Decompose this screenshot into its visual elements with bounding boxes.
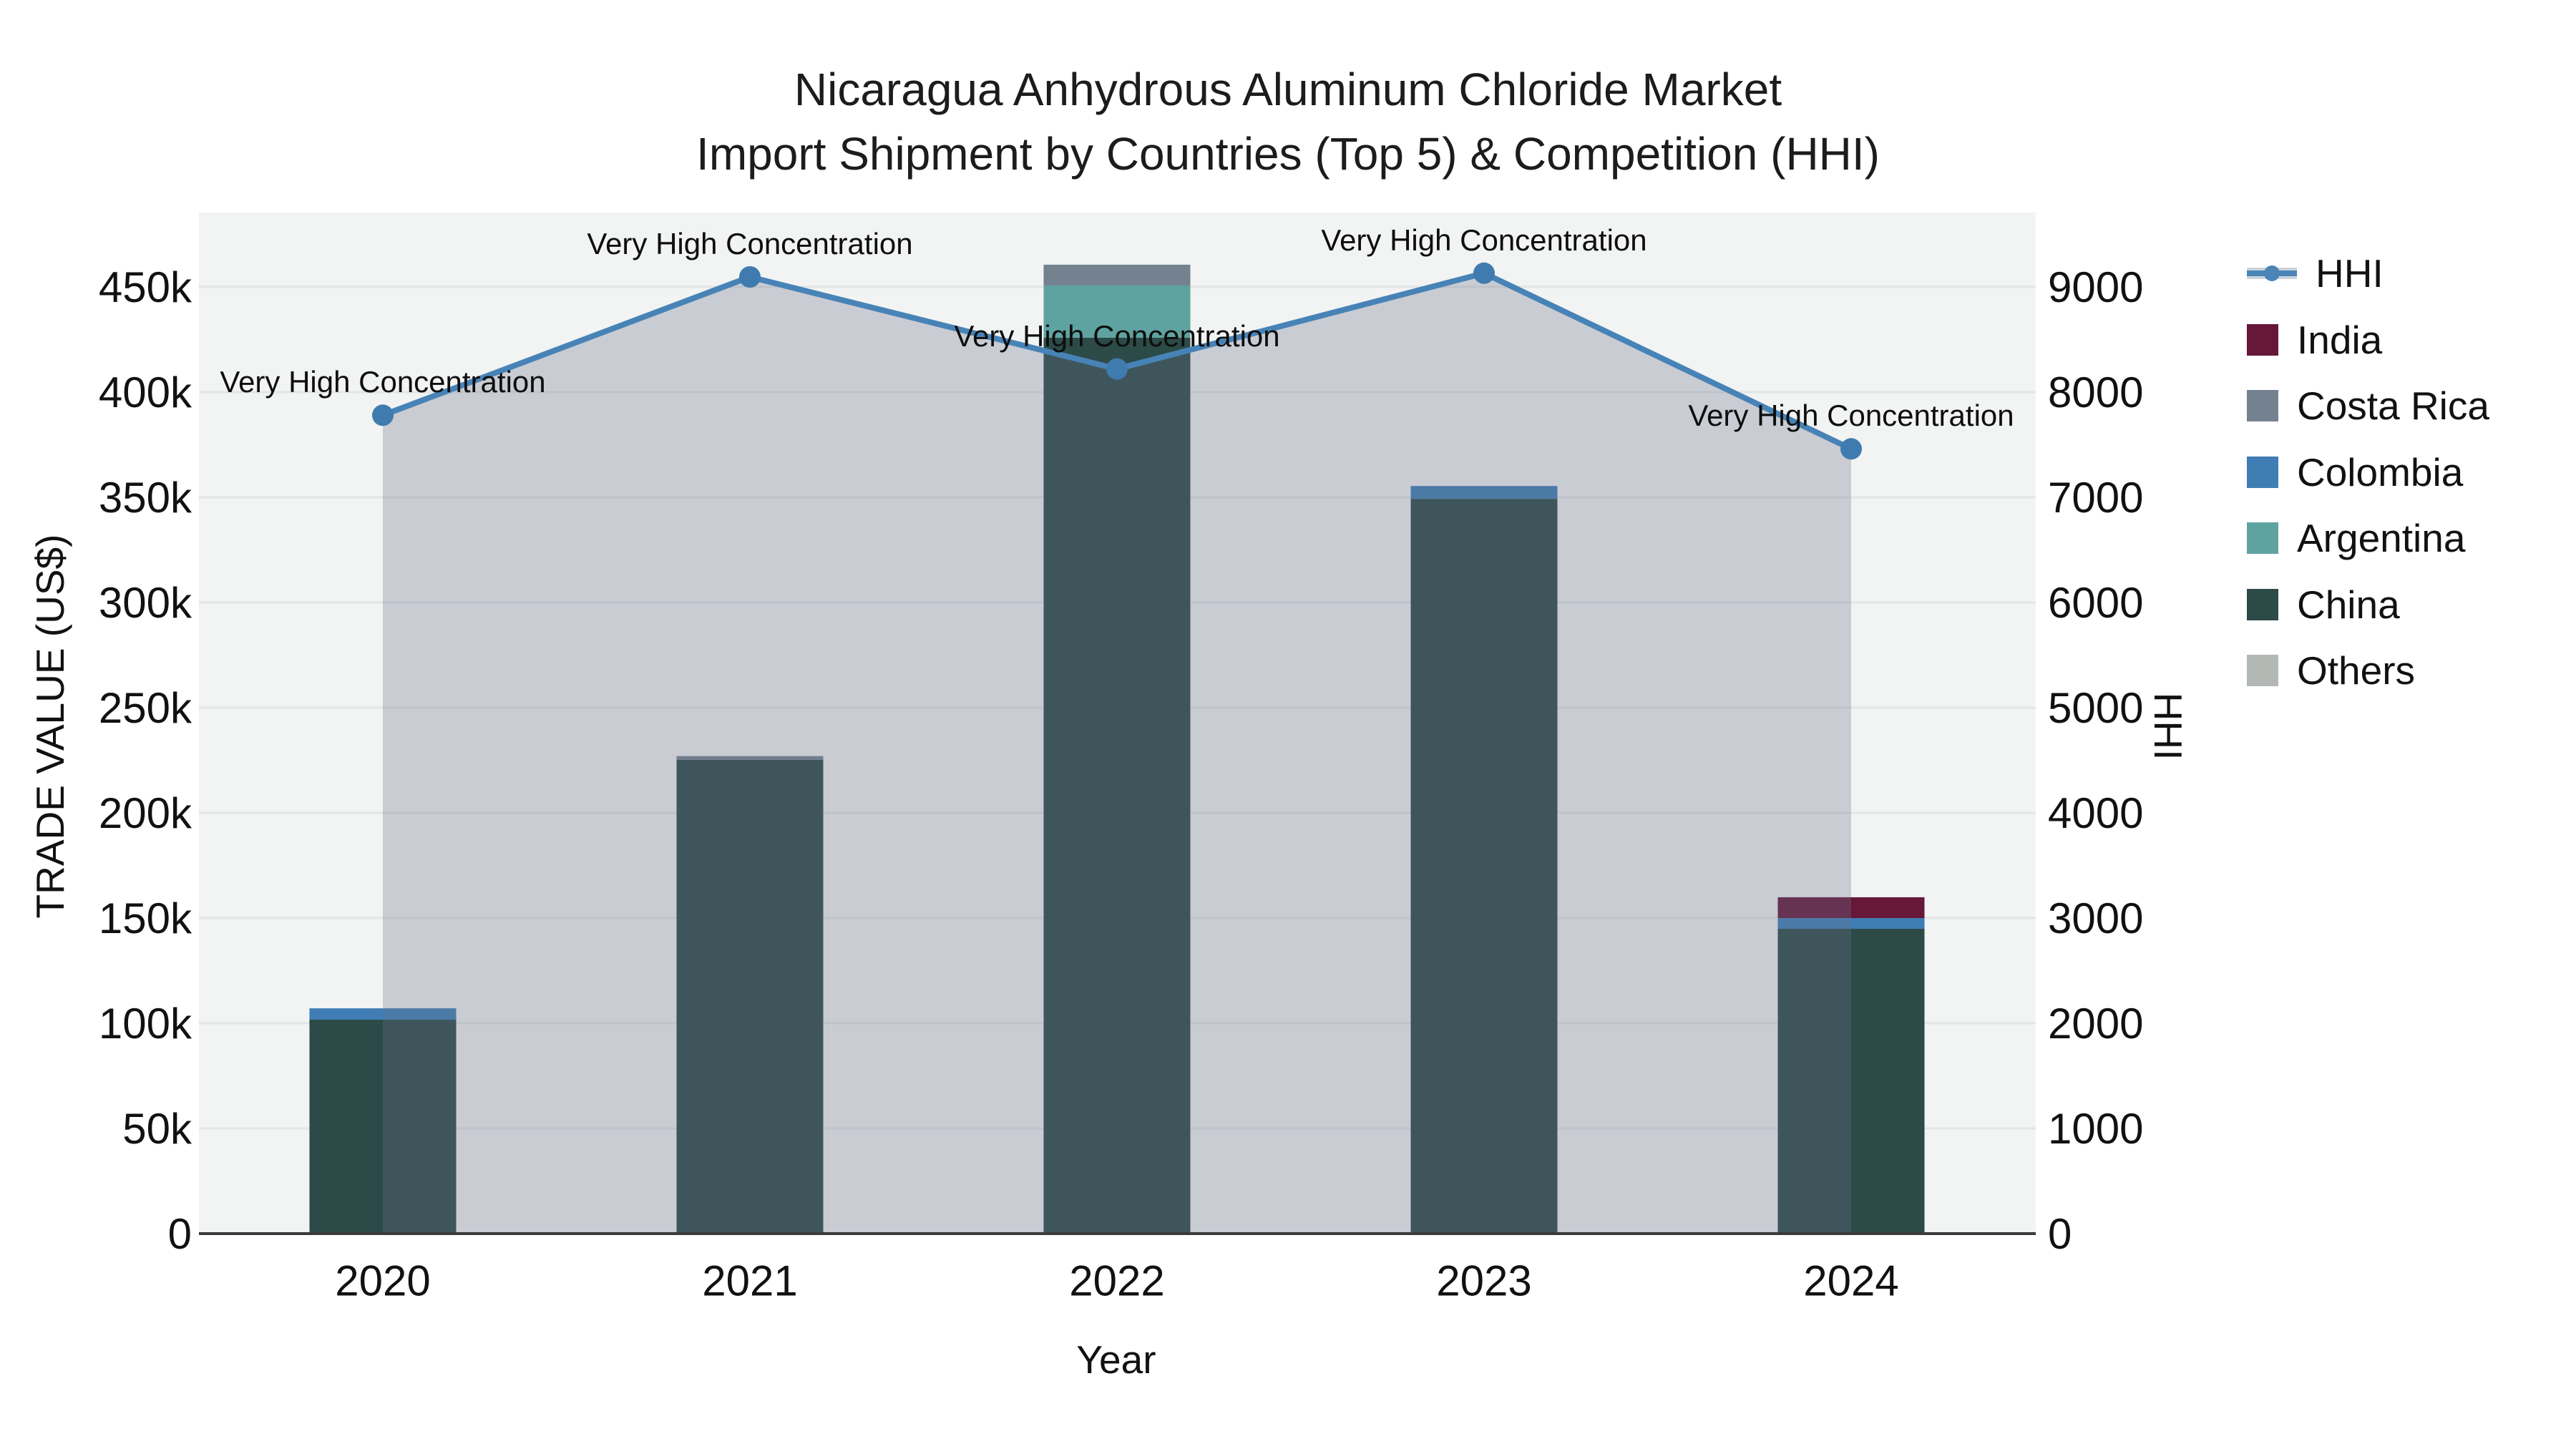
left-tick-0: 0 [167,1210,192,1258]
legend-label: Others [2297,648,2416,693]
annotation-2020: Very High Concentration [220,365,546,399]
left-tick-250k: 250k [98,684,192,733]
left-tick-450k: 450k [98,263,192,312]
hhi-area [383,273,1851,1234]
legend-label: Colombia [2297,450,2464,494]
legend-label: Costa Rica [2297,384,2489,428]
x-tick-2020: 2020 [335,1257,431,1305]
hhi-marker-2021[interactable] [739,266,761,288]
legend-item-argentina[interactable]: Argentina [2247,515,2465,561]
legend-label: HHI [2316,251,2384,296]
right-tick-3000: 3000 [2048,894,2144,942]
hhi-marker-2024[interactable] [1840,438,1862,460]
right-tick-8000: 8000 [2048,368,2144,416]
left-tick-200k: 200k [98,789,192,838]
bar-segment-colombia-2024[interactable] [1777,918,1925,930]
bar-segment-costa-rica-2022[interactable] [1043,264,1191,286]
china-swatch-icon [2247,589,2278,620]
bar-segment-argentina-2022[interactable] [1043,286,1191,338]
right-tick-7000: 7000 [2048,473,2144,522]
x-axis-title: Year [1076,1337,1156,1382]
right-tick-5000: 5000 [2048,683,2144,732]
bar-segment-india-2024[interactable] [1777,897,1925,919]
chart-title-line2: Import Shipment by Countries (Top 5) & C… [696,128,1880,180]
legend-item-china[interactable]: China [2247,582,2400,628]
chart-title-line1: Nicaragua Anhydrous Aluminum Chloride Ma… [794,64,1782,115]
bar-segment-costa-rica-2021[interactable] [676,756,824,760]
x-tick-2022: 2022 [1069,1257,1165,1305]
x-tick-2021: 2021 [702,1257,798,1305]
hhi-marker-2023[interactable] [1473,262,1495,284]
left-tick-300k: 300k [98,579,192,628]
annotation-2021: Very High Concentration [587,227,913,260]
others-swatch-icon [2247,655,2278,686]
bar-segment-colombia-2020[interactable] [309,1008,457,1020]
left-tick-400k: 400k [98,369,192,417]
legend-item-costa-rica[interactable]: Costa Rica [2247,383,2489,429]
right-tick-0: 0 [2048,1210,2072,1258]
colombia-swatch-icon [2247,457,2278,488]
bar-segment-colombia-2023[interactable] [1410,486,1558,499]
legend-label: India [2297,318,2383,362]
left-tick-150k: 150k [98,894,192,943]
right-tick-6000: 6000 [2048,578,2144,627]
right-tick-2000: 2000 [2048,999,2144,1048]
legend-label: Argentina [2297,516,2466,560]
costa-rica-swatch-icon [2247,390,2278,421]
legend-item-colombia[interactable]: Colombia [2247,449,2463,495]
hhi-marker-2020[interactable] [372,404,394,426]
india-swatch-icon [2247,324,2278,356]
legend-label: China [2297,582,2400,627]
annotation-2024: Very High Concentration [1688,399,2014,432]
legend-item-hhi[interactable]: HHI [2247,250,2384,296]
x-tick-2023: 2023 [1436,1257,1532,1305]
legend-item-others[interactable]: Others [2247,648,2415,693]
hhi-dot-icon [2264,265,2280,281]
bar-segment-china-2021[interactable] [676,759,824,1234]
right-tick-9000: 9000 [2048,263,2144,311]
bar-segment-china-2020[interactable] [309,1020,457,1234]
hhi-marker-2022[interactable] [1106,358,1128,380]
left-tick-50k: 50k [122,1105,192,1153]
right-axis-title: HHI [2146,692,2190,761]
left-tick-350k: 350k [98,474,192,522]
x-tick-2024: 2024 [1803,1257,1899,1305]
hhi-legend-sample-icon [2247,258,2297,289]
bar-segment-china-2023[interactable] [1410,499,1558,1234]
right-tick-4000: 4000 [2048,789,2144,837]
argentina-swatch-icon [2247,522,2278,554]
bar-segment-china-2024[interactable] [1777,929,1925,1234]
right-tick-1000: 1000 [2048,1104,2144,1153]
legend-item-india[interactable]: India [2247,317,2382,363]
left-tick-100k: 100k [98,1000,192,1048]
annotation-2023: Very High Concentration [1321,223,1647,257]
bar-segment-china-2022[interactable] [1043,337,1191,1234]
annotation-2022: Very High Concentration [954,319,1280,353]
